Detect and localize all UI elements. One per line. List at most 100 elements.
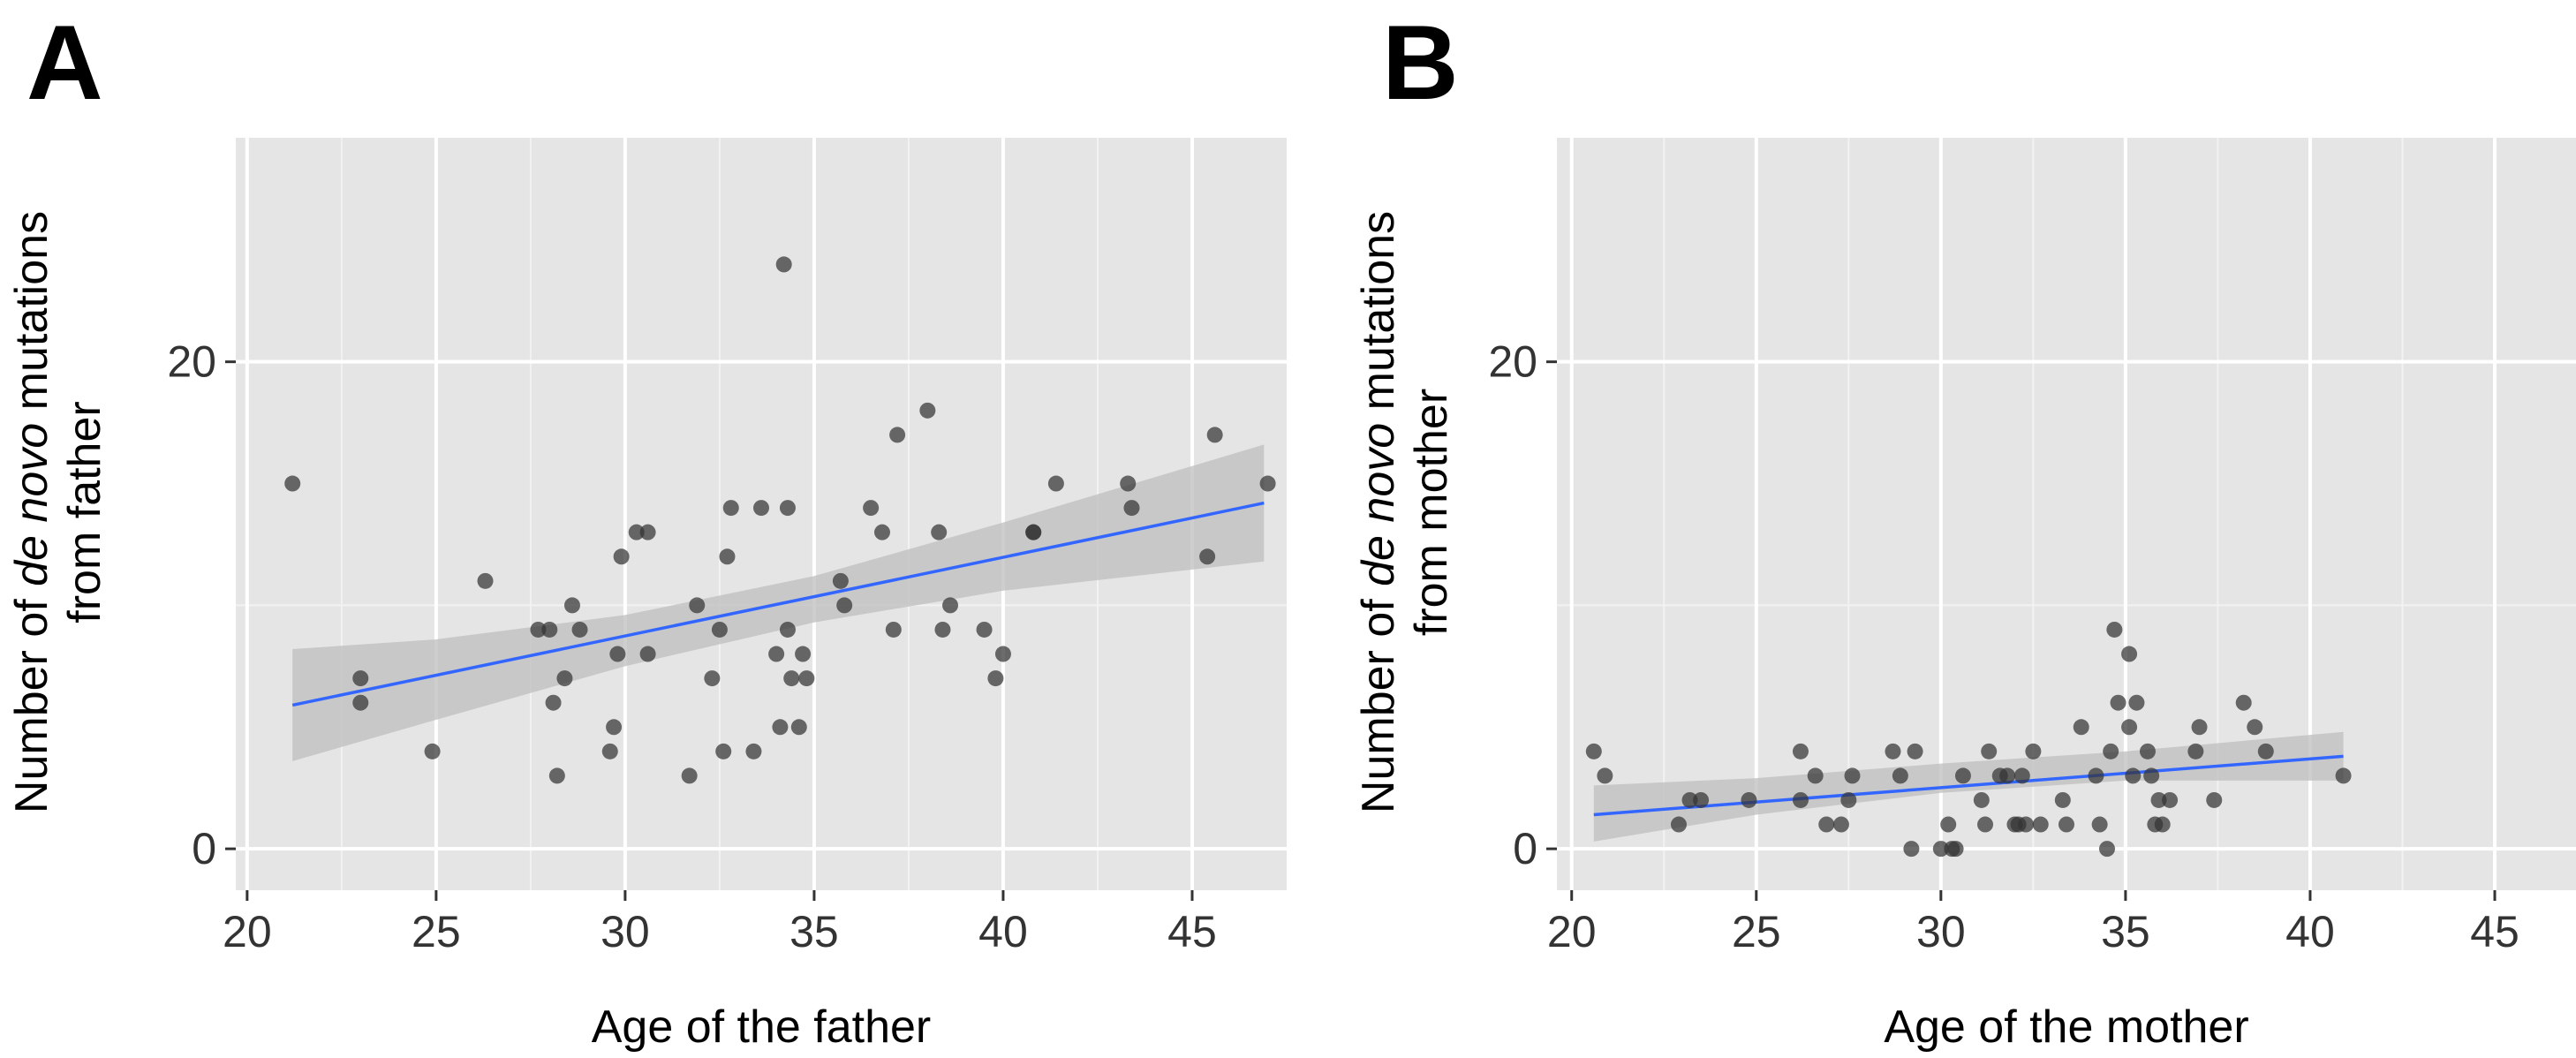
data-point-b-17 <box>1932 841 1949 858</box>
data-point-a-30 <box>775 256 792 273</box>
data-point-a-54 <box>1123 500 1140 517</box>
data-point-b-50 <box>2154 816 2171 833</box>
data-point-a-13 <box>606 719 623 736</box>
data-point-a-25 <box>722 500 739 517</box>
data-point-a-57 <box>1259 475 1276 492</box>
data-point-a-28 <box>768 646 785 662</box>
data-point-a-26 <box>745 743 762 759</box>
data-point-a-55 <box>1199 548 1216 565</box>
data-point-b-20 <box>1947 841 1964 858</box>
data-point-a-27 <box>753 500 769 517</box>
data-point-a-32 <box>779 621 796 638</box>
data-point-b-10 <box>1832 816 1849 833</box>
x-tick-label-a-2: 30 <box>601 907 650 956</box>
data-point-a-41 <box>885 621 902 638</box>
data-point-b-36 <box>2088 767 2104 784</box>
data-point-a-17 <box>639 524 656 540</box>
data-point-b-47 <box>2143 767 2160 784</box>
y-axis-label-b-line1: Number of de novo mutations <box>1353 211 1404 813</box>
y-label-a-part3: mutations <box>6 211 57 423</box>
x-tick-label-a-5: 45 <box>1167 907 1217 956</box>
x-tick-label-a-0: 20 <box>223 907 272 956</box>
trend-line-b <box>1593 754 2344 817</box>
data-point-a-24 <box>719 548 736 565</box>
data-point-a-31 <box>779 500 796 517</box>
data-point-b-41 <box>2110 694 2127 711</box>
data-point-b-3 <box>1681 791 1698 808</box>
data-point-b-15 <box>1903 841 1920 858</box>
data-point-a-19 <box>681 767 698 784</box>
x-tick-label-b-1: 25 <box>1732 907 1781 956</box>
x-tick-label-b-3: 35 <box>2101 907 2150 956</box>
data-point-b-7 <box>1792 791 1809 808</box>
x-tick-label-a-4: 40 <box>978 907 1028 956</box>
trend-line-a <box>291 501 1265 707</box>
data-point-b-57 <box>2257 743 2274 759</box>
y-axis-label-a: Number of de novo mutations from father <box>6 211 110 813</box>
data-point-b-44 <box>2128 694 2145 711</box>
data-point-a-9 <box>556 670 573 687</box>
y-tick-label-b-1: 20 <box>1488 337 1537 387</box>
data-point-b-26 <box>1999 767 2016 784</box>
data-point-b-0 <box>1585 743 1602 759</box>
data-point-a-8 <box>548 767 565 784</box>
data-point-b-37 <box>2091 816 2108 833</box>
data-point-a-15 <box>613 548 630 565</box>
data-point-a-47 <box>976 621 993 638</box>
data-point-a-10 <box>563 597 580 614</box>
data-point-b-2 <box>1670 816 1687 833</box>
data-point-a-40 <box>873 524 890 540</box>
data-point-b-16 <box>1907 743 1923 759</box>
data-point-b-13 <box>1885 743 1901 759</box>
data-point-b-31 <box>2025 743 2042 759</box>
data-point-a-56 <box>1206 427 1223 443</box>
data-point-a-21 <box>704 670 721 687</box>
data-point-a-12 <box>601 743 618 759</box>
y-label-a-part1: Number of <box>6 586 57 813</box>
data-point-a-43 <box>919 402 936 419</box>
data-point-a-11 <box>571 621 588 638</box>
data-point-b-22 <box>1973 791 1990 808</box>
data-point-b-40 <box>2106 621 2123 638</box>
data-point-b-11 <box>1840 791 1857 808</box>
data-point-b-52 <box>2187 743 2204 759</box>
y-tick-label-a-0: 0 <box>192 824 216 873</box>
data-point-a-48 <box>987 670 1004 687</box>
data-point-a-3 <box>424 743 441 759</box>
data-point-a-0 <box>284 475 301 492</box>
data-point-a-29 <box>772 719 789 736</box>
y-label-b-part1: Number of <box>1353 586 1404 813</box>
data-point-a-46 <box>942 597 959 614</box>
data-point-b-42 <box>2121 719 2138 736</box>
data-point-b-46 <box>2139 743 2156 759</box>
x-tick-label-b-4: 40 <box>2285 907 2335 956</box>
x-axis-label-b: Age of the mother <box>1884 1001 2248 1053</box>
data-point-a-22 <box>711 621 728 638</box>
data-point-b-30 <box>2018 816 2035 833</box>
data-point-a-5 <box>530 621 547 638</box>
data-point-b-33 <box>2054 791 2071 808</box>
data-point-a-4 <box>477 572 494 589</box>
y-label-a-part2: de novo <box>6 423 57 586</box>
data-point-b-49 <box>2150 791 2167 808</box>
y-axis-label-a-line2: from father <box>59 401 110 623</box>
y-tick-label-a-1: 20 <box>167 337 216 387</box>
data-point-a-18 <box>639 646 656 662</box>
data-point-a-45 <box>934 621 951 638</box>
data-point-b-12 <box>1844 767 1861 784</box>
data-point-b-58 <box>2335 767 2352 784</box>
data-point-b-51 <box>2162 791 2179 808</box>
data-point-a-37 <box>832 572 849 589</box>
data-point-b-21 <box>1954 767 1971 784</box>
x-tick-label-a-3: 35 <box>789 907 839 956</box>
data-point-a-23 <box>715 743 732 759</box>
data-point-b-1 <box>1597 767 1613 784</box>
data-point-b-56 <box>2247 719 2263 736</box>
data-point-b-14 <box>1892 767 1908 784</box>
data-point-a-2 <box>352 694 369 711</box>
y-axis-label-b-line2: from mother <box>1406 389 1457 636</box>
